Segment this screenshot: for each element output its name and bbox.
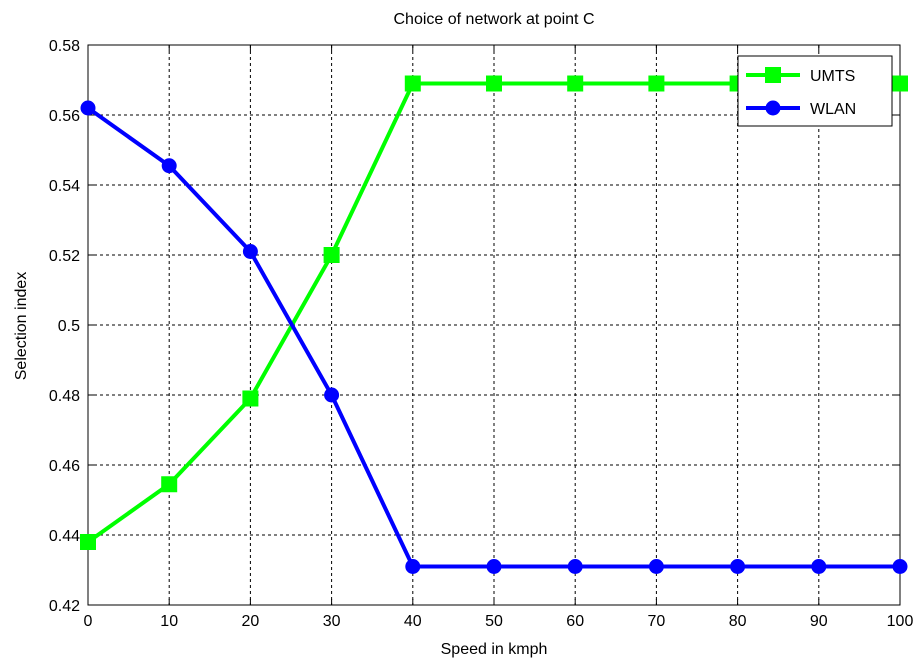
y-tick-label: 0.52 <box>49 248 80 265</box>
legend-item-wlan: WLAN <box>746 100 856 118</box>
y-tick-label: 0.44 <box>49 528 80 545</box>
data-point-wlan <box>730 559 746 574</box>
data-point-umts <box>567 75 584 92</box>
x-tick-label: 60 <box>566 613 584 630</box>
data-point-wlan <box>80 100 96 116</box>
y-tick-label: 0.48 <box>49 388 80 405</box>
axis-ticks: 0 10 20 30 40 50 60 70 80 90 100 0.42 0.44 0.46 0.48 0.… <box>49 38 914 630</box>
data-point-umts <box>648 75 665 92</box>
x-tick-label: 0 <box>84 613 93 630</box>
data-point-wlan <box>324 387 340 403</box>
data-point-umts <box>80 534 96 550</box>
legend: UMTS WLAN <box>737 55 893 127</box>
legend-label: UMTS <box>810 68 855 85</box>
x-tick-label: 50 <box>485 613 503 630</box>
data-point-umts <box>323 247 340 263</box>
x-tick-label: 70 <box>648 613 666 630</box>
y-tick-label: 0.58 <box>49 38 80 55</box>
y-axis-title: Selection index <box>13 272 30 381</box>
data-point-umts <box>486 75 502 92</box>
legend-swatch-marker <box>765 67 781 83</box>
data-point-wlan <box>486 559 502 574</box>
legend-label: WLAN <box>810 101 856 118</box>
y-tick-label: 0.42 <box>49 598 80 615</box>
data-point-umts <box>161 476 178 493</box>
legend-swatch-marker <box>765 100 781 116</box>
y-tick-label: 0.5 <box>58 318 80 335</box>
plot-area <box>88 45 900 605</box>
legend-item-umts: UMTS <box>746 67 855 85</box>
legend-box <box>737 55 893 127</box>
data-point-wlan <box>161 158 177 174</box>
y-tick-label: 0.54 <box>49 178 80 195</box>
data-point-wlan <box>811 559 827 574</box>
x-tick-label: 10 <box>160 613 178 630</box>
y-tick-label: 0.56 <box>49 108 80 125</box>
data-point-wlan <box>892 559 908 574</box>
x-tick-label: 20 <box>242 613 260 630</box>
data-point-umts <box>404 75 421 92</box>
data-point-umts <box>242 390 259 407</box>
x-tick-label: 40 <box>404 613 422 630</box>
data-point-umts <box>892 75 908 92</box>
data-point-wlan <box>405 559 421 574</box>
x-tick-label: 100 <box>887 613 914 630</box>
x-axis-title: Speed in kmph <box>441 641 548 658</box>
x-tick-label: 80 <box>729 613 747 630</box>
data-point-wlan <box>567 559 583 574</box>
plot-frame <box>87 44 901 606</box>
y-tick-label: 0.46 <box>49 458 80 475</box>
x-tick-label: 30 <box>323 613 341 630</box>
data-point-wlan <box>648 559 664 574</box>
data-point-wlan <box>242 244 258 259</box>
x-tick-label: 90 <box>810 613 828 630</box>
series-wlan <box>80 100 908 574</box>
chart-title: Choice of network at point C <box>394 11 595 28</box>
